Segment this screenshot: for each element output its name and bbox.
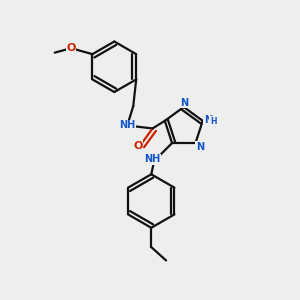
Text: NH: NH	[119, 121, 135, 130]
Text: N: N	[204, 115, 212, 124]
Text: H: H	[210, 117, 216, 126]
Text: N: N	[180, 98, 188, 108]
Text: NH: NH	[145, 154, 161, 164]
Text: O: O	[133, 141, 142, 151]
Text: N: N	[196, 142, 204, 152]
Text: O: O	[66, 43, 76, 53]
